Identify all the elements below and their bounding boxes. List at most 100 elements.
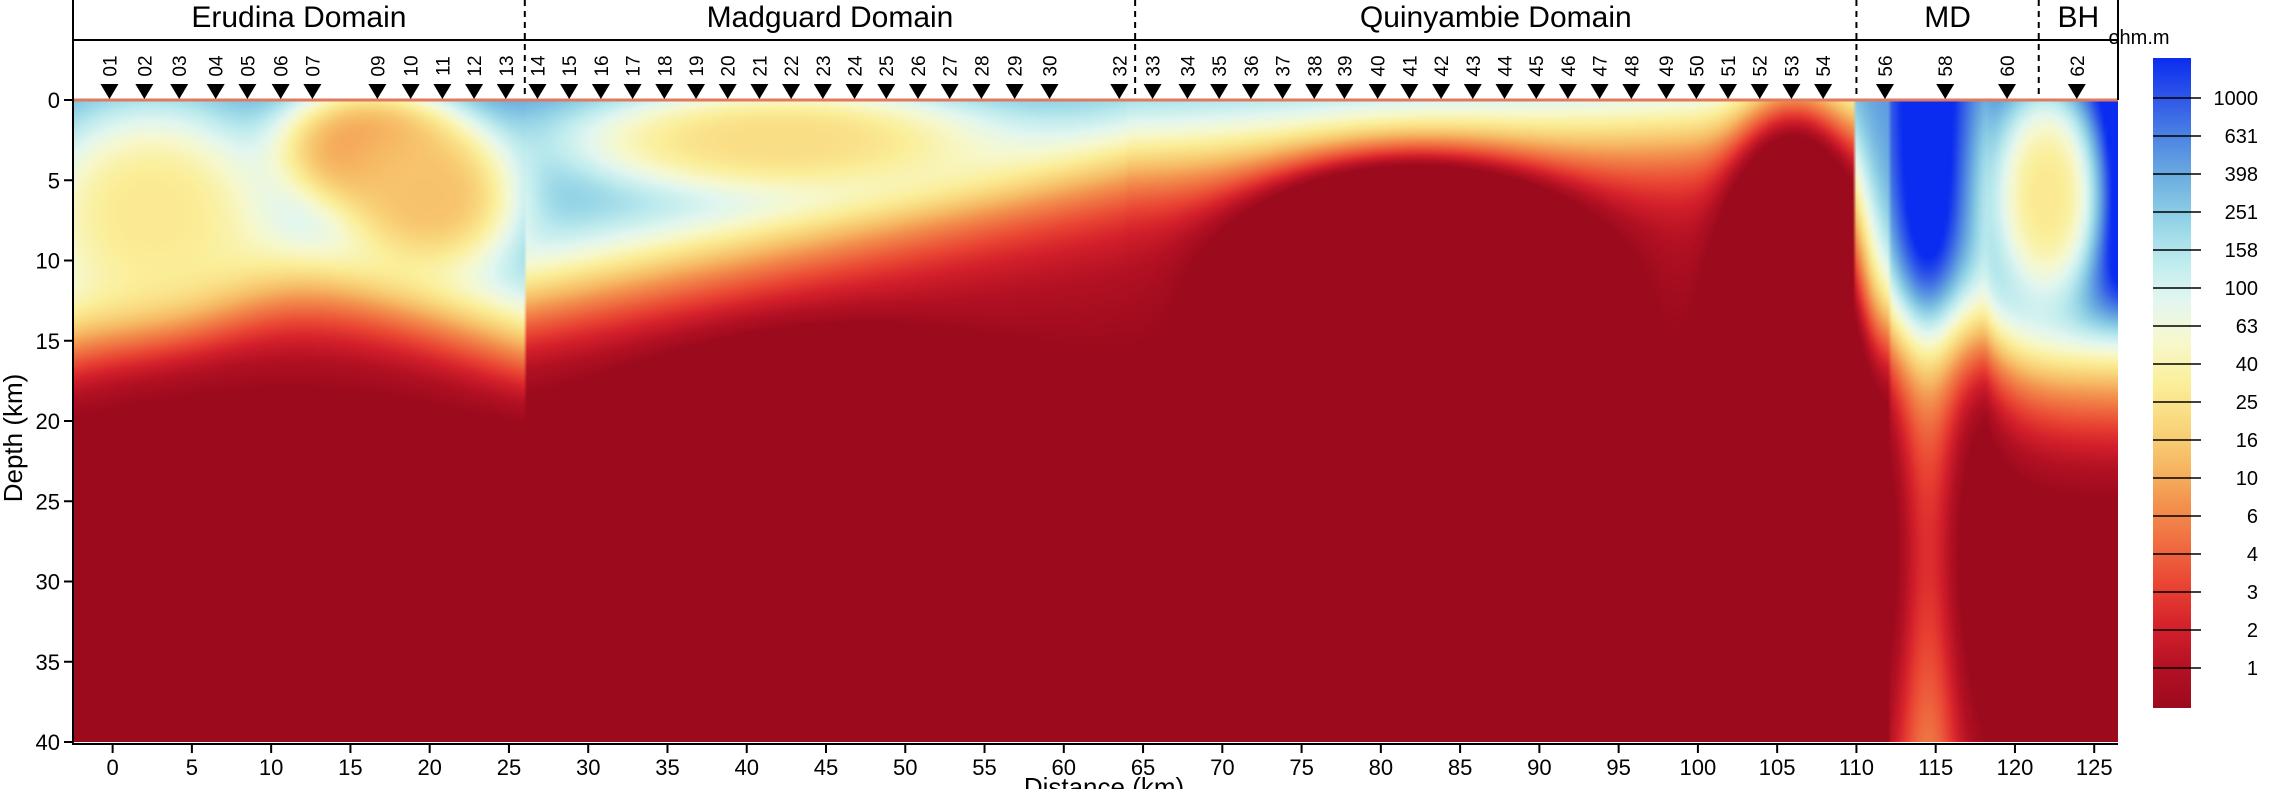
colorbar-level-label: 40 [2236, 354, 2258, 376]
x-tick-label: 0 [107, 755, 119, 780]
station-marker [1305, 84, 1324, 99]
station-label: 29 [1006, 55, 1027, 76]
station-marker [1719, 84, 1738, 99]
station-marker [2067, 84, 2086, 99]
station-marker [1657, 84, 1676, 99]
station-label: 06 [272, 55, 293, 76]
station-marker [303, 84, 322, 99]
station-label: 18 [655, 55, 676, 76]
x-tick-label: 25 [497, 755, 521, 780]
station-label: 49 [1657, 55, 1678, 76]
station-marker [908, 84, 927, 99]
colorbar-level-label: 158 [2225, 240, 2258, 262]
colorbar-level-label: 631 [2225, 126, 2258, 148]
station-markers: 01 02 03 04 05 06 07 09 10 11 12 13 14 15 16 17 18 19 20 21… [100, 55, 2089, 99]
station-marker [560, 84, 579, 99]
station-label: 33 [1144, 55, 1165, 76]
station-label: 50 [1687, 55, 1708, 76]
station-label: 24 [846, 55, 867, 77]
station-marker [1040, 84, 1059, 99]
station-label: 09 [368, 55, 389, 76]
station-marker [845, 84, 864, 99]
station-label: 28 [972, 55, 993, 76]
station-marker [1273, 84, 1292, 99]
y-tick-label: 30 [36, 570, 60, 595]
station-label: 45 [1527, 55, 1548, 76]
x-tick-label: 45 [814, 755, 838, 780]
x-tick-label: 75 [1289, 755, 1313, 780]
station-label: 38 [1305, 55, 1326, 76]
station-marker [972, 84, 991, 99]
station-label: 13 [497, 55, 518, 76]
station-marker [782, 84, 801, 99]
colorbar-level-label: 2 [2247, 620, 2258, 642]
station-marker [401, 84, 420, 99]
y-tick-label: 20 [36, 409, 60, 434]
station-label: 39 [1335, 55, 1356, 76]
station-label: 46 [1559, 55, 1580, 76]
domain-label: MD [1924, 1, 1971, 34]
station-label: 48 [1622, 55, 1643, 76]
x-tick-label: 80 [1369, 755, 1393, 780]
station-label: 54 [1814, 55, 1835, 77]
station-label: 42 [1432, 55, 1453, 76]
station-label: 58 [1936, 55, 1957, 76]
station-label: 44 [1496, 55, 1517, 77]
station-marker [655, 84, 674, 99]
station-label: 12 [465, 55, 486, 76]
station-marker [1178, 84, 1197, 99]
colorbar: ohm.m 1000 631 398 251 158 100 63 40 25 16 10 6 4 3 2 1 [2108, 27, 2258, 708]
station-label: 51 [1719, 55, 1740, 76]
station-label: 47 [1591, 55, 1612, 76]
resistivity-heatmap [73, 98, 2118, 742]
station-label: 35 [1210, 55, 1231, 76]
station-marker [1936, 84, 1955, 99]
colorbar-scale [2153, 58, 2191, 708]
x-tick-label: 20 [417, 755, 441, 780]
station-marker [1110, 84, 1129, 99]
y-tick-label: 5 [48, 168, 60, 193]
station-label: 37 [1274, 55, 1295, 76]
station-marker [1750, 84, 1769, 99]
x-tick-label: 30 [576, 755, 600, 780]
plot-axes: 0 5 10 15 20 25 30 35 40 0 5 10 15 20 25 30 35 40 45 50 55 60… [36, 88, 2118, 780]
station-label: 07 [303, 55, 324, 76]
station-marker [813, 84, 832, 99]
station-marker [1241, 84, 1260, 99]
colorbar-level-label: 16 [2236, 430, 2258, 452]
station-label: 41 [1400, 55, 1421, 76]
station-label: 22 [782, 55, 803, 76]
station-label: 04 [207, 55, 228, 77]
colorbar-level-label: 4 [2247, 544, 2258, 566]
station-label: 17 [624, 55, 645, 76]
station-label: 19 [687, 55, 708, 76]
station-marker [1400, 84, 1419, 99]
station-marker [1368, 84, 1387, 99]
station-marker [750, 84, 769, 99]
station-label: 14 [528, 55, 549, 77]
y-tick-label: 35 [36, 650, 60, 675]
station-marker [1558, 84, 1577, 99]
colorbar-level-label: 100 [2225, 278, 2258, 300]
x-tick-label: 50 [893, 755, 917, 780]
station-marker [1687, 84, 1706, 99]
y-tick-label: 15 [36, 329, 60, 354]
station-label: 20 [719, 55, 740, 76]
station-marker [1622, 84, 1641, 99]
domain-label: Erudina Domain [191, 1, 406, 34]
colorbar-level-label: 251 [2225, 202, 2258, 224]
x-tick-label: 5 [186, 755, 198, 780]
x-tick-label: 105 [1759, 755, 1796, 780]
station-label: 40 [1369, 55, 1390, 76]
x-tick-label: 65 [1131, 755, 1155, 780]
x-tick-label: 100 [1680, 755, 1717, 780]
x-tick-label: 120 [1997, 755, 2034, 780]
station-label: 15 [560, 55, 581, 76]
x-tick-label: 15 [338, 755, 362, 780]
station-marker [591, 84, 610, 99]
station-marker [623, 84, 642, 99]
station-label: 21 [750, 55, 771, 76]
x-tick-label: 40 [734, 755, 758, 780]
station-label: 05 [238, 55, 259, 76]
